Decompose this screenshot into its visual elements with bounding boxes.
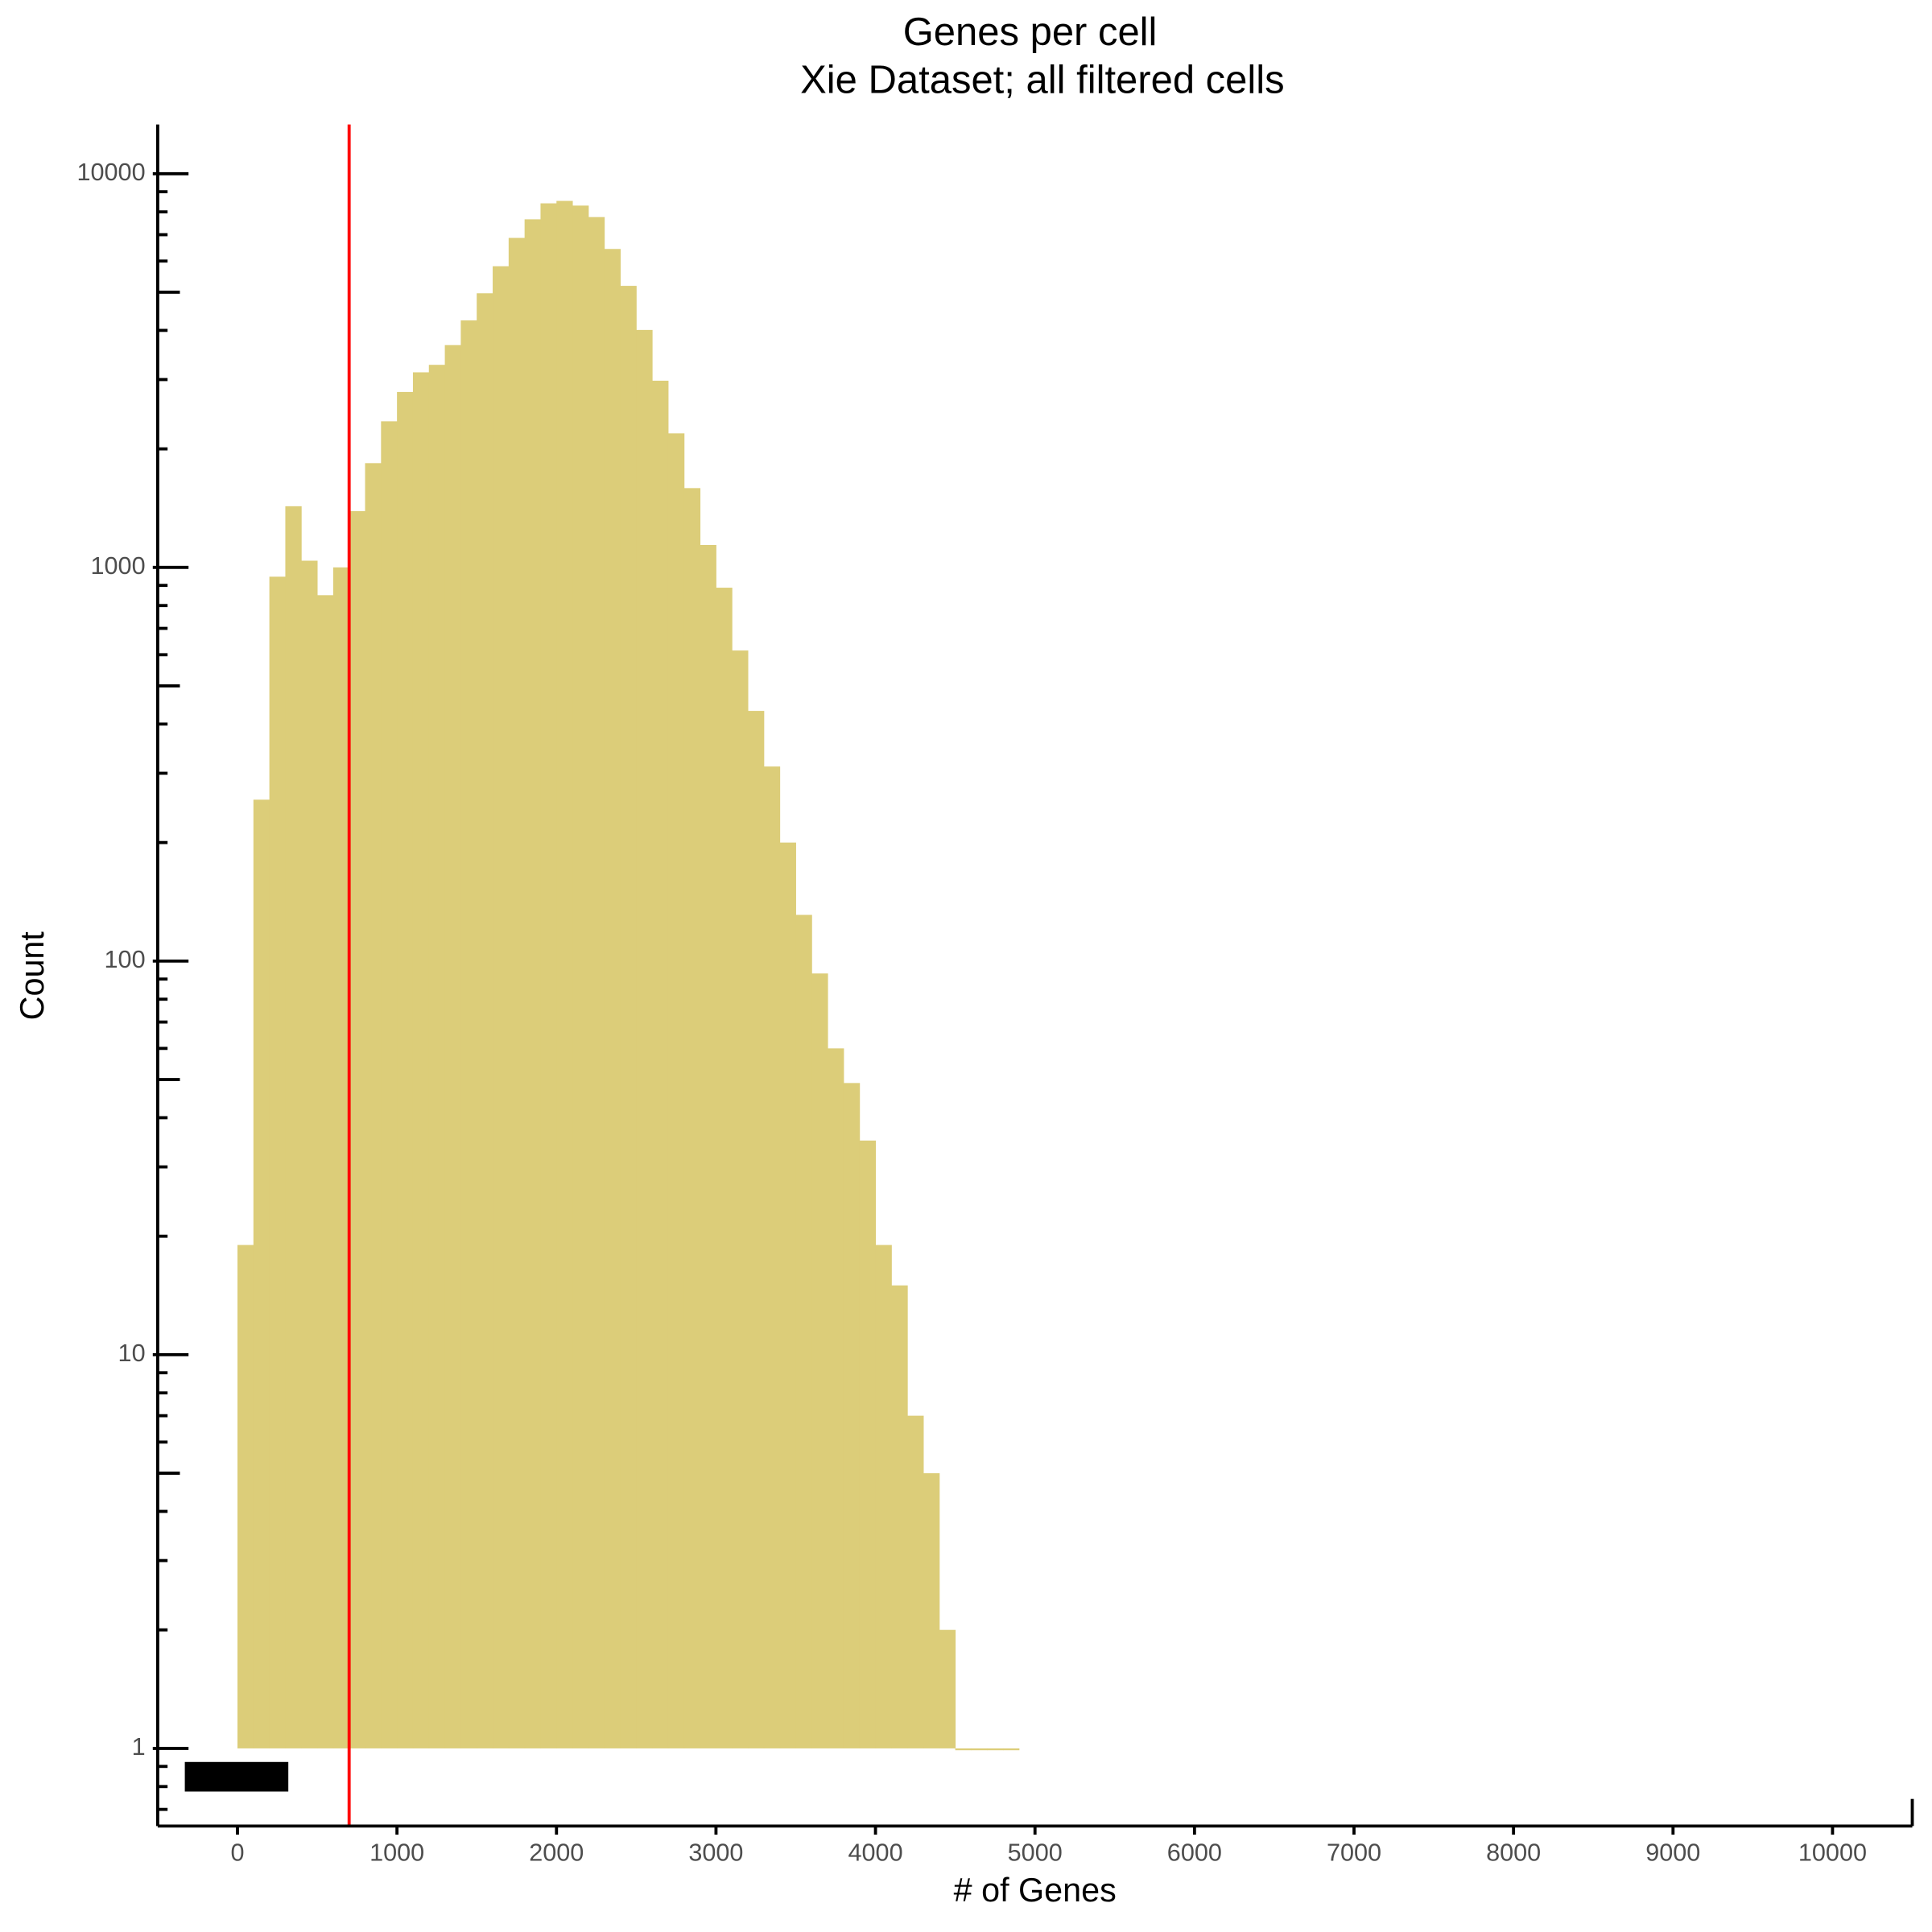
bar bbox=[604, 249, 621, 1748]
x-tick-label: 8000 bbox=[1486, 1839, 1541, 1867]
legend-key bbox=[184, 1761, 289, 1792]
x-tick-label: 7000 bbox=[1327, 1839, 1381, 1867]
bar bbox=[652, 380, 669, 1748]
bar bbox=[237, 1245, 254, 1748]
x-tick-label: 0 bbox=[230, 1839, 244, 1867]
x-tick-label: 5000 bbox=[1008, 1839, 1063, 1867]
bar bbox=[460, 320, 477, 1748]
bar bbox=[828, 1048, 844, 1748]
bar bbox=[412, 372, 430, 1748]
bar bbox=[349, 510, 365, 1748]
bar bbox=[620, 286, 637, 1748]
bar bbox=[477, 293, 493, 1748]
bar bbox=[859, 1140, 877, 1748]
bar bbox=[923, 1473, 940, 1748]
bar bbox=[317, 595, 334, 1748]
bar bbox=[381, 421, 398, 1748]
x-tick-label: 9000 bbox=[1645, 1839, 1700, 1867]
bar bbox=[540, 203, 557, 1748]
bar bbox=[891, 1285, 908, 1748]
x-axis-title: # of Genes bbox=[954, 1872, 1117, 1909]
bar bbox=[795, 914, 812, 1748]
x-tick-label: 4000 bbox=[848, 1839, 903, 1867]
chart-subtitle: Xie Dataset; all filtered cells bbox=[800, 58, 1285, 101]
bar bbox=[875, 1245, 892, 1748]
y-tick-label: 100 bbox=[105, 946, 146, 973]
bar bbox=[556, 200, 573, 1748]
bar bbox=[524, 219, 541, 1748]
bar bbox=[955, 1748, 972, 1751]
bar bbox=[732, 650, 749, 1748]
x-tick-label: 10000 bbox=[1798, 1839, 1867, 1867]
bar bbox=[397, 391, 414, 1748]
bar bbox=[907, 1415, 924, 1748]
bar bbox=[588, 217, 605, 1748]
y-tick-label: 10 bbox=[118, 1340, 146, 1367]
bar bbox=[508, 237, 526, 1748]
bar bbox=[444, 345, 461, 1748]
bar bbox=[365, 463, 382, 1748]
bar bbox=[667, 433, 685, 1748]
bar bbox=[987, 1748, 1004, 1751]
y-tick-label: 1000 bbox=[91, 552, 146, 580]
chart-title: Genes per cell bbox=[903, 10, 1158, 54]
bar bbox=[763, 766, 781, 1748]
bar bbox=[843, 1083, 861, 1748]
x-tick-label: 2000 bbox=[529, 1839, 584, 1867]
bar bbox=[301, 560, 318, 1748]
bar bbox=[748, 711, 765, 1748]
bar bbox=[493, 266, 510, 1748]
bar bbox=[939, 1629, 956, 1748]
bar bbox=[428, 365, 446, 1748]
x-tick-label: 1000 bbox=[369, 1839, 424, 1867]
bar bbox=[1003, 1748, 1020, 1751]
y-tick-label: 10000 bbox=[76, 159, 145, 186]
x-tick-label: 3000 bbox=[688, 1839, 743, 1867]
y-tick-label: 1 bbox=[132, 1733, 146, 1761]
bar bbox=[572, 205, 589, 1748]
bar bbox=[285, 506, 302, 1748]
bar bbox=[683, 488, 701, 1748]
bar bbox=[716, 588, 733, 1748]
bar bbox=[636, 329, 653, 1748]
bar bbox=[700, 544, 716, 1748]
bar bbox=[269, 576, 286, 1748]
bar bbox=[811, 973, 828, 1748]
bar bbox=[332, 567, 350, 1748]
y-axis-title: Count bbox=[14, 931, 51, 1021]
x-tick-label: 6000 bbox=[1167, 1839, 1222, 1867]
bar bbox=[971, 1748, 988, 1751]
bar bbox=[253, 799, 270, 1748]
bar bbox=[779, 842, 796, 1748]
